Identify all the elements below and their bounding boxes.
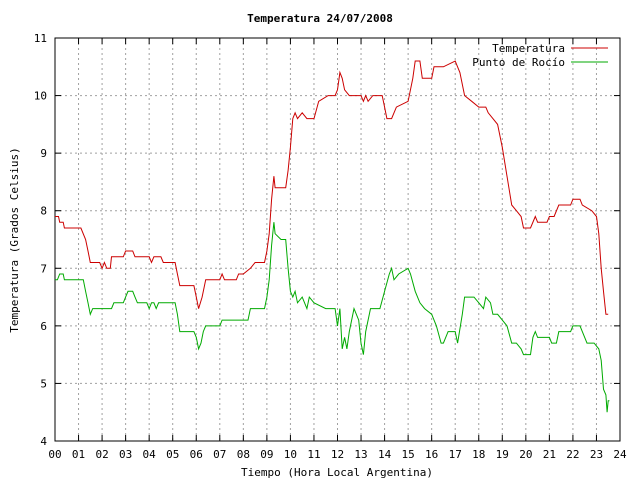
x-tick-label: 03: [119, 448, 132, 461]
y-tick-label: 10: [34, 90, 47, 103]
x-tick-label: 21: [543, 448, 556, 461]
x-tick-label: 18: [472, 448, 485, 461]
x-tick-label: 24: [613, 448, 627, 461]
y-axis-label: Temperatura (Grados Celsius): [8, 147, 21, 332]
chart-grid: [55, 38, 620, 441]
x-tick-label: 10: [284, 448, 297, 461]
y-tick-label: 6: [40, 320, 47, 333]
series-line-1: [55, 60, 609, 315]
x-tick-label: 13: [354, 448, 367, 461]
chart-title: Temperatura 24/07/2008: [247, 12, 393, 25]
x-tick-label: 02: [95, 448, 108, 461]
y-tick-label: 11: [34, 32, 47, 45]
x-tick-label: 11: [307, 448, 320, 461]
x-tick-label: 08: [237, 448, 250, 461]
x-tick-label: 12: [331, 448, 344, 461]
x-axis-label: Tiempo (Hora Local Argentina): [241, 466, 433, 479]
x-tick-label: 17: [449, 448, 462, 461]
chart-series: [55, 60, 610, 413]
x-tick-label: 00: [48, 448, 61, 461]
y-tick-label: 8: [40, 205, 47, 218]
y-tick-label: 9: [40, 147, 47, 160]
x-tick-label: 19: [496, 448, 509, 461]
y-tick-label: 4: [40, 435, 47, 448]
x-tick-label: 15: [402, 448, 415, 461]
legend-label-1: Temperatura: [492, 42, 565, 55]
y-tick-label: 5: [40, 377, 47, 390]
x-tick-label: 04: [143, 448, 157, 461]
x-tick-label: 22: [566, 448, 579, 461]
y-tick-label: 7: [40, 262, 47, 275]
x-tick-label: 07: [213, 448, 226, 461]
x-tick-label: 23: [590, 448, 603, 461]
x-axis-ticks: 00 01 02 03 04 05 06 07 08 09 10 11 12 13 14 15 16 17 18 19…: [48, 38, 627, 461]
x-tick-label: 16: [425, 448, 438, 461]
series-line-2: [55, 222, 610, 413]
x-tick-label: 05: [166, 448, 179, 461]
x-tick-label: 20: [519, 448, 532, 461]
x-tick-label: 09: [260, 448, 273, 461]
y-axis-ticks: 4 5 6 7 8 9 10 11: [34, 32, 620, 448]
x-tick-label: 06: [190, 448, 203, 461]
x-tick-label: 01: [72, 448, 85, 461]
legend-label-2: Punto de Rocío: [472, 56, 565, 69]
x-tick-label: 14: [378, 448, 392, 461]
